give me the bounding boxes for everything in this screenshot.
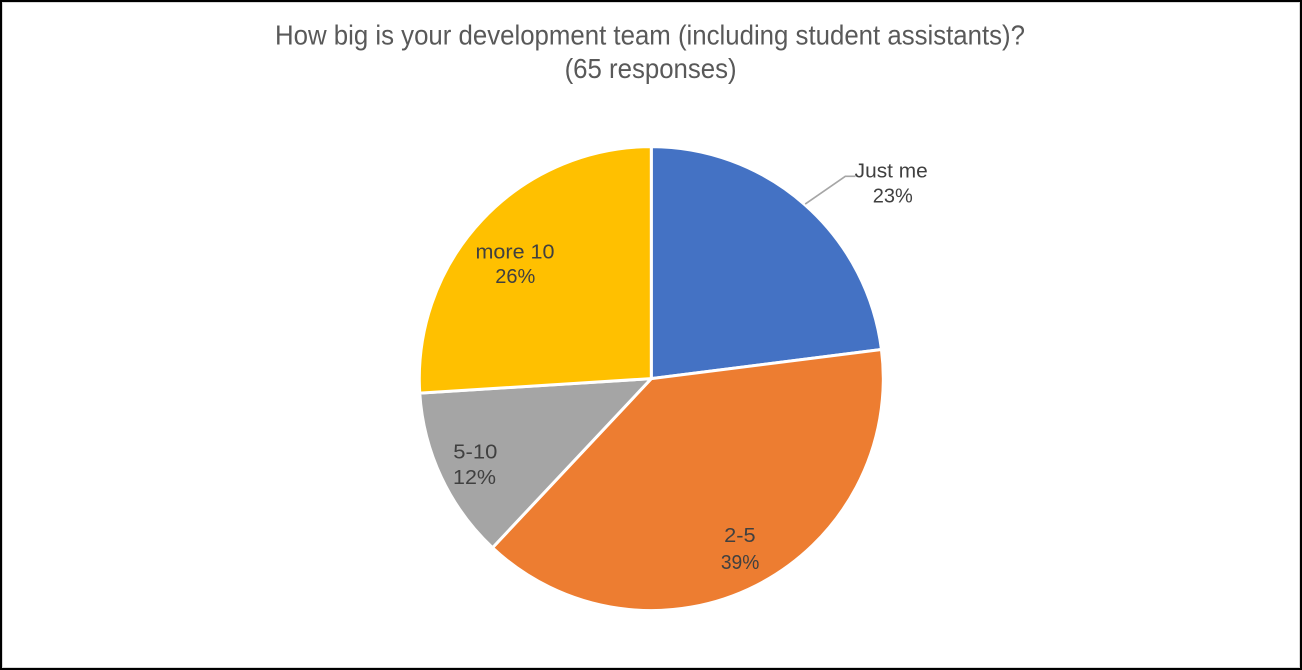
svg-text:more 10: more 10 <box>476 241 555 263</box>
svg-text:2-5: 2-5 <box>724 525 756 547</box>
svg-text:How big is your development te: How big is your development team (includ… <box>275 19 1025 50</box>
svg-text:39%: 39% <box>721 552 760 574</box>
svg-text:26%: 26% <box>495 266 535 288</box>
svg-text:Just me: Just me <box>855 161 928 183</box>
svg-text:5-10: 5-10 <box>453 441 497 463</box>
svg-text:(65 responses): (65 responses) <box>565 53 737 84</box>
svg-text:12%: 12% <box>453 467 496 489</box>
svg-text:23%: 23% <box>873 185 913 207</box>
